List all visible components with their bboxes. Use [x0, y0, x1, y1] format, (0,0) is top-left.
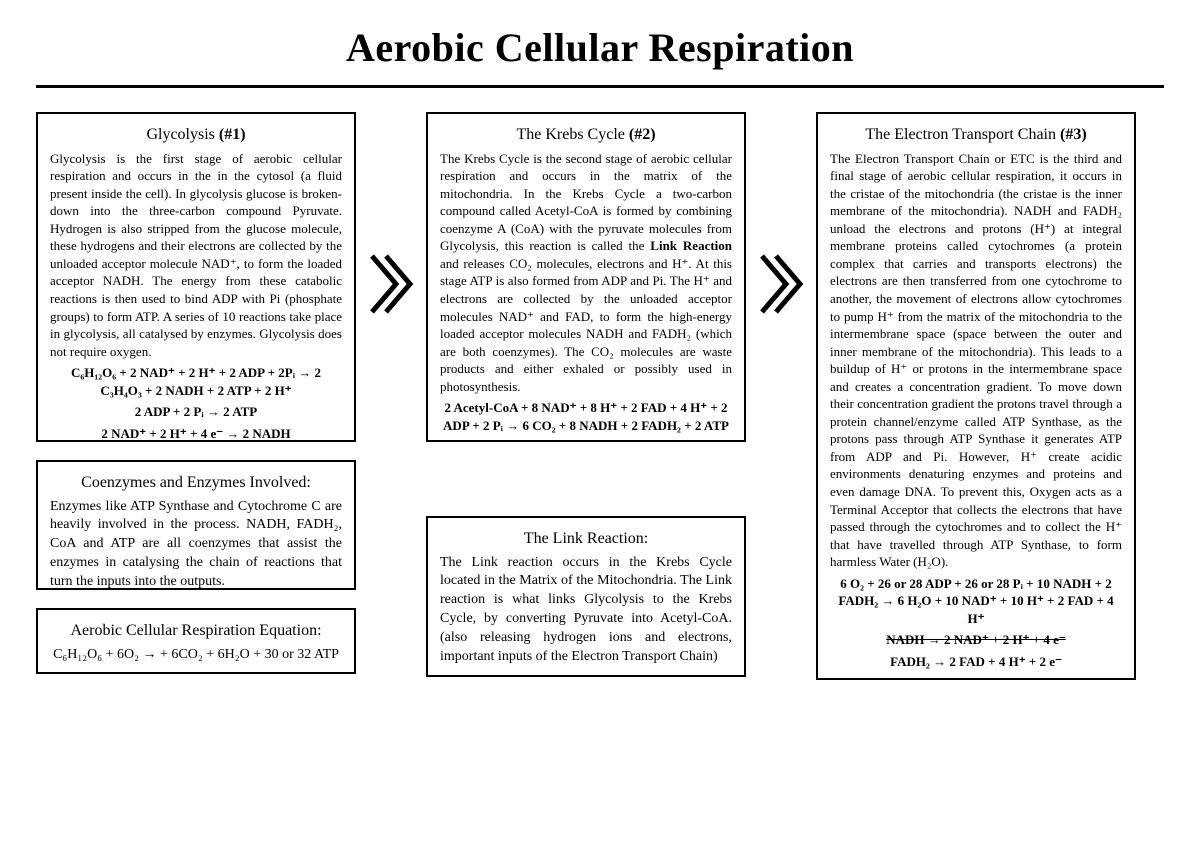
title-text: Glycolysis: [146, 126, 218, 143]
title-num: (#2): [629, 126, 656, 143]
equation: 2 NAD⁺ + 2 H⁺ + 4 e⁻ → 2 NADH: [50, 425, 342, 442]
card-title-etc: The Electron Transport Chain (#3): [830, 124, 1122, 146]
card-link-reaction: The Link Reaction: The Link reaction occ…: [426, 516, 746, 677]
title-rule: [36, 85, 1164, 88]
arrow-2: [746, 112, 816, 316]
card-title-krebs: The Krebs Cycle (#2): [440, 124, 732, 146]
card-title-link: The Link Reaction:: [440, 528, 732, 550]
equation: 2 ADP + 2 Pᵢ → 2 ATP: [50, 403, 342, 421]
equation: NADH → 2 NAD⁺ + 2 H⁺ + 4 e⁻: [830, 631, 1122, 649]
card-body: Enzymes like ATP Synthase and Cytochrome…: [50, 498, 342, 590]
title-num: (#3): [1060, 126, 1087, 143]
card-coenzymes: Coenzymes and Enzymes Involved: Enzymes …: [36, 460, 356, 590]
column-2: The Krebs Cycle (#2) The Krebs Cycle is …: [426, 112, 746, 677]
card-body: Glycolysis is the first stage of aerobic…: [50, 150, 342, 361]
card-body: C₆H₁₂O₆ + 6O₂ → + 6CO₂ + 6H₂O + 30 or 32…: [50, 646, 342, 665]
equation: C₆H₁₂O₆ + 2 NAD⁺ + 2 H⁺ + 2 ADP + 2Pᵢ → …: [50, 364, 342, 399]
title-text: The Electron Transport Chain: [865, 126, 1060, 143]
arrow-1: [356, 112, 426, 316]
card-body: The Electron Transport Chain or ETC is t…: [830, 150, 1122, 571]
card-overall-equation: Aerobic Cellular Respiration Equation: C…: [36, 608, 356, 674]
card-title-overall: Aerobic Cellular Respiration Equation:: [50, 620, 342, 642]
equation: 2 Acetyl-CoA + 8 NAD⁺ + 8 H⁺ + 2 FAD + 4…: [440, 399, 732, 434]
chevron-right-icon: [368, 252, 414, 316]
columns: Glycolysis (#1) Glycolysis is the first …: [36, 112, 1164, 680]
spacer: [426, 460, 746, 498]
card-etc: The Electron Transport Chain (#3) The El…: [816, 112, 1136, 680]
card-title-coenzymes: Coenzymes and Enzymes Involved:: [50, 472, 342, 494]
card-glycolysis: Glycolysis (#1) Glycolysis is the first …: [36, 112, 356, 442]
equation: 6 O₂ + 26 or 28 ADP + 26 or 28 Pᵢ + 10 N…: [830, 575, 1122, 628]
page-title: Aerobic Cellular Respiration: [36, 24, 1164, 71]
page: Aerobic Cellular Respiration Glycolysis …: [0, 0, 1200, 848]
title-text: The Krebs Cycle: [516, 126, 628, 143]
column-1: Glycolysis (#1) Glycolysis is the first …: [36, 112, 356, 674]
card-body: The Krebs Cycle is the second stage of a…: [440, 150, 732, 396]
chevron-right-icon: [758, 252, 804, 316]
card-krebs: The Krebs Cycle (#2) The Krebs Cycle is …: [426, 112, 746, 442]
column-3: The Electron Transport Chain (#3) The El…: [816, 112, 1136, 680]
title-num: (#1): [219, 126, 246, 143]
card-body: The Link reaction occurs in the Krebs Cy…: [440, 554, 732, 667]
card-title-glycolysis: Glycolysis (#1): [50, 124, 342, 146]
equation: FADH₂ → 2 FAD + 4 H⁺ + 2 e⁻: [830, 653, 1122, 671]
